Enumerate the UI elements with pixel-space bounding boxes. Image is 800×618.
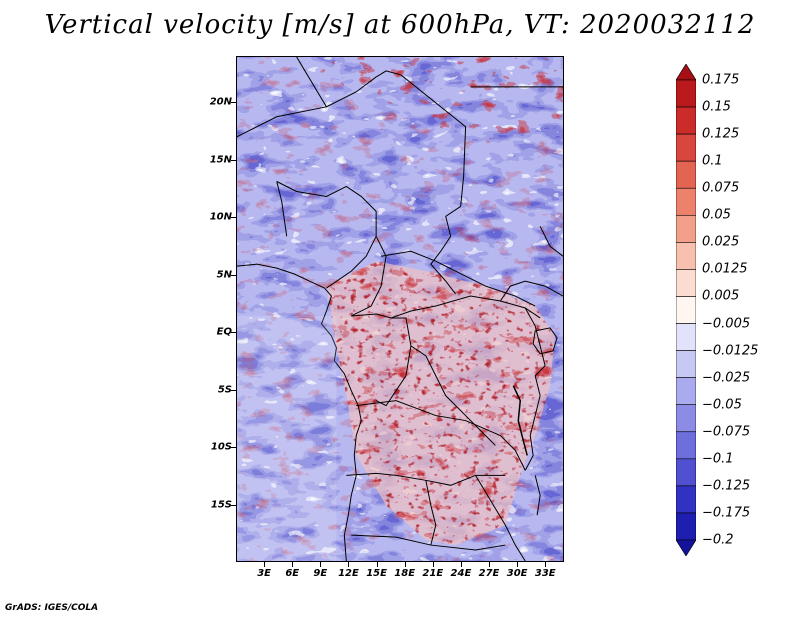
lon-label: 24E	[450, 568, 472, 579]
lon-label: 33E	[534, 568, 556, 579]
colorbar-label: −0.175	[702, 505, 751, 521]
colorbar-segment	[676, 79, 696, 108]
colorbar-segment	[676, 160, 696, 189]
colorbar-segment	[676, 106, 696, 135]
lon-tick	[348, 562, 350, 567]
lon-label: 18E	[394, 568, 416, 579]
lake-malawi	[534, 475, 541, 516]
colorbar-label: 0.005	[702, 288, 740, 304]
colorbar-segment	[676, 377, 696, 406]
coastline	[237, 263, 362, 561]
colorbar-label: 0.175	[702, 72, 740, 88]
colorbar-segment	[676, 323, 696, 351]
map-title: Vertical velocity [m/s] at 600hPa, VT: 2…	[44, 10, 756, 40]
lat-label: 10S	[210, 441, 232, 453]
lat-tick	[231, 332, 236, 333]
lon-tick	[460, 562, 462, 567]
colorbar-segment	[676, 296, 696, 324]
lat-tick	[231, 159, 236, 161]
colorbar-label: −0.0125	[702, 343, 759, 359]
lat-label: 15N	[209, 154, 232, 165]
lon-tick	[489, 562, 491, 567]
lat-tick	[231, 102, 236, 103]
colorbar-label: −0.025	[702, 370, 751, 386]
colorbar-segment	[676, 512, 696, 541]
colorbar-label: 0.1	[702, 153, 723, 169]
colorbar-label: −0.005	[702, 316, 751, 332]
velocity-map	[236, 56, 564, 562]
colorbar-segment	[676, 404, 696, 433]
colorbar-segment	[676, 350, 696, 378]
colorbar-label: 0.075	[702, 180, 740, 196]
lon-label: 21E	[422, 568, 444, 579]
lon-label: 6E	[285, 568, 300, 579]
colorbar-label: −0.1	[702, 451, 734, 467]
lon-label: 30E	[506, 568, 528, 579]
lat-label: EQ	[216, 326, 232, 338]
lon-tick	[432, 562, 434, 567]
lon-tick	[376, 562, 378, 567]
colorbar-bottom-arrow	[676, 539, 696, 556]
lat-label: 5N	[216, 269, 232, 280]
lon-tick	[320, 562, 322, 567]
country-borders	[237, 57, 563, 561]
lat-tick	[231, 217, 236, 218]
colorbar-top-arrow	[676, 64, 696, 81]
lat-tick	[231, 504, 236, 506]
colorbar-label: 0.15	[702, 99, 731, 115]
colorbar-segment	[676, 242, 696, 270]
lat-label: 20N	[209, 96, 232, 108]
lon-tick	[404, 562, 406, 567]
colorbar-segment	[676, 458, 696, 487]
colorbar-label: 0.125	[702, 126, 740, 142]
colorbar-label: −0.2	[702, 532, 734, 548]
lake-tanganyika	[512, 385, 528, 456]
lat-tick	[231, 274, 236, 276]
colorbar-label: −0.125	[702, 478, 751, 494]
colorbar-segment	[676, 133, 696, 162]
lon-label: 3E	[257, 568, 272, 579]
colorbar-segment	[676, 485, 696, 514]
lat-label: 10N	[209, 211, 232, 223]
lake-victoria	[532, 327, 558, 355]
colorbar-label: 0.025	[702, 234, 740, 250]
lat-tick	[231, 447, 236, 448]
lon-tick	[292, 562, 294, 567]
colorbar-label: 0.05	[702, 207, 731, 223]
lon-label: 15E	[366, 568, 387, 579]
lon-tick	[264, 562, 266, 567]
colorbar-segment	[676, 214, 696, 243]
lat-label: 15S	[210, 499, 232, 510]
colorbar-segment	[676, 187, 696, 216]
colorbar-label: −0.05	[702, 397, 742, 413]
lat-label: 5S	[217, 384, 232, 395]
lon-label: 27E	[478, 568, 500, 579]
atlantic-ocean	[237, 315, 337, 561]
grads-credit: GrADS: IGES/COLA	[5, 603, 99, 613]
colorbar-label: 0.0125	[702, 261, 748, 277]
colorbar	[676, 64, 696, 556]
lon-label: 9E	[313, 568, 328, 579]
colorbar-segment	[676, 269, 696, 297]
lon-tick	[517, 562, 519, 567]
lon-tick	[545, 562, 547, 567]
lat-tick	[231, 389, 236, 391]
colorbar-label: −0.075	[702, 424, 751, 440]
colorbar-segment	[676, 431, 696, 460]
lon-label: 12E	[338, 568, 359, 579]
